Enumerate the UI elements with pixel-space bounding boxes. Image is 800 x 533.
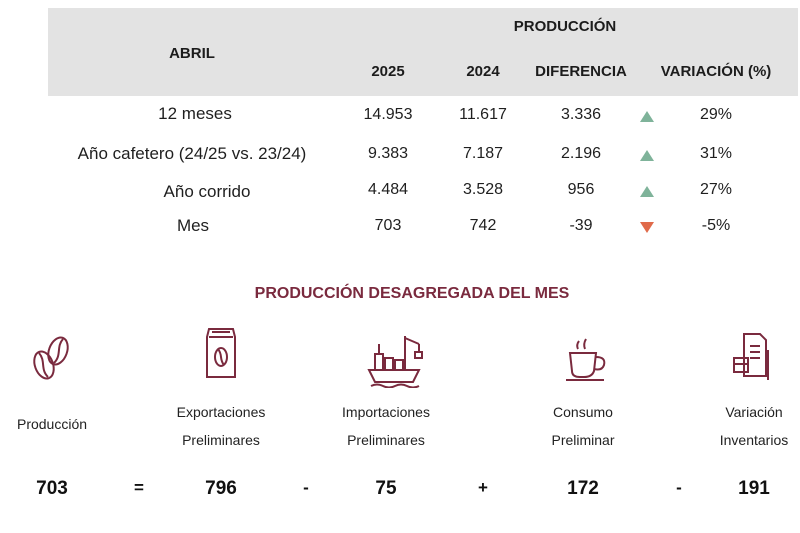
coffee-cup-icon xyxy=(566,338,606,381)
label-line: Variación xyxy=(725,404,783,420)
value-difference: 3.336 xyxy=(560,106,602,123)
value-variation: 27% xyxy=(699,181,733,198)
value-imports: 75 xyxy=(375,478,397,499)
col-header-2025: 2025 xyxy=(371,63,405,80)
value-difference: 956 xyxy=(567,181,595,198)
trend-up-icon xyxy=(640,186,654,197)
col-header-difference: DIFERENCIA xyxy=(535,63,627,80)
row-label: Año corrido xyxy=(163,182,251,201)
label-line: Preliminares xyxy=(182,432,260,448)
cargo-ship-icon xyxy=(367,336,423,388)
label-line: Exportaciones xyxy=(176,404,266,420)
operator-minus: - xyxy=(303,478,309,497)
operator-plus: + xyxy=(478,478,488,497)
value-difference: -39 xyxy=(569,217,593,234)
value-difference: 2.196 xyxy=(560,145,602,162)
breakdown-label-inventory: Variación Inventarios xyxy=(720,398,788,454)
value-inventory: 191 xyxy=(738,478,770,499)
operator-equals: = xyxy=(134,478,144,497)
trend-down-icon xyxy=(640,222,654,233)
breakdown-label-imports: Importaciones Preliminares xyxy=(342,398,430,454)
label-line: Inventarios xyxy=(719,432,789,448)
value-variation: 31% xyxy=(699,145,733,162)
row-label: Año cafetero (24/25 vs. 23/24) xyxy=(77,144,307,163)
coffee-beans-icon xyxy=(33,336,69,380)
breakdown-label-exports: Exportaciones Preliminares xyxy=(177,398,266,454)
value-variation: 29% xyxy=(699,106,733,123)
period-header: ABRIL xyxy=(169,45,215,62)
label-line: Preliminar xyxy=(551,432,615,448)
value-2024: 742 xyxy=(469,217,497,234)
breakdown-title: PRODUCCIÓN DESAGREGADA DEL MES xyxy=(254,285,570,302)
value-variation: -5% xyxy=(701,217,731,234)
value-2024: 7.187 xyxy=(462,145,504,162)
table-header-band xyxy=(48,8,798,96)
value-2024: 3.528 xyxy=(462,181,504,198)
value-2025: 703 xyxy=(374,217,402,234)
production-group-header: PRODUCCIÓN xyxy=(513,18,617,35)
value-exports: 796 xyxy=(205,478,237,499)
row-label: 12 meses xyxy=(158,104,232,123)
inventory-document-icon xyxy=(733,333,769,380)
label-line: Producción xyxy=(16,416,88,432)
value-2024: 11.617 xyxy=(459,106,507,123)
trend-up-icon xyxy=(640,150,654,161)
breakdown-label-production: Producción xyxy=(17,410,87,438)
label-line: Preliminares xyxy=(347,432,425,448)
row-label: Mes xyxy=(176,216,210,235)
label-line: Consumo xyxy=(553,404,613,420)
col-header-2024: 2024 xyxy=(466,63,500,80)
breakdown-label-consumption: Consumo Preliminar xyxy=(551,398,614,454)
trend-up-icon xyxy=(640,111,654,122)
value-2025: 4.484 xyxy=(367,181,409,198)
value-2025: 14.953 xyxy=(363,106,413,123)
value-production: 703 xyxy=(36,478,68,499)
value-consumption: 172 xyxy=(567,478,599,499)
col-header-variation: VARIACIÓN (%) xyxy=(660,63,772,80)
coffee-bag-icon xyxy=(206,328,236,378)
label-line: Importaciones xyxy=(342,404,430,420)
value-2025: 9.383 xyxy=(367,145,409,162)
operator-minus: - xyxy=(676,478,682,497)
